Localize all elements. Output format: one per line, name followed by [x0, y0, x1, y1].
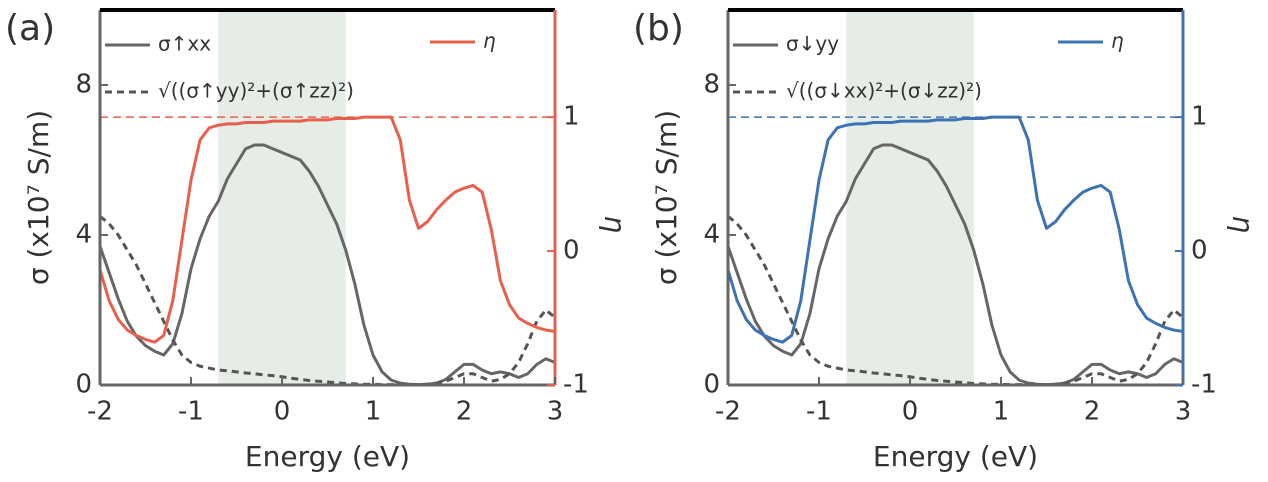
x-tick-label: 0 [274, 397, 291, 427]
x-tick-label: 1 [993, 397, 1010, 427]
y2-tick-label: -1 [563, 370, 589, 400]
legend-label: η [483, 29, 496, 53]
panel-label: (b) [633, 8, 684, 49]
x-axis-label: Energy (eV) [873, 440, 1038, 473]
x-axis-label: Energy (eV) [245, 440, 410, 473]
x-tick-label: 3 [1175, 397, 1192, 427]
y2-tick-label: 0 [1191, 236, 1208, 266]
x-tick-label: 3 [547, 397, 564, 427]
y-axis-label: σ (x10⁷ S/m) [650, 110, 683, 285]
x-tick-label: -1 [806, 397, 832, 427]
x-tick-label: -2 [87, 397, 113, 427]
series-line [98, 115, 556, 344]
series-line [98, 143, 556, 387]
y-tick-label: 4 [703, 220, 720, 250]
y-tick-label: 4 [75, 220, 92, 250]
y-tick-label: 8 [75, 70, 92, 100]
shaded-region [218, 10, 346, 385]
legend-label: √((σ↑yy)²+(σ↑zz)²) [158, 79, 354, 103]
x-tick-label: 1 [365, 397, 382, 427]
legend-label: η [1111, 29, 1124, 53]
x-tick-label: 2 [456, 397, 473, 427]
legend-label: σ↓yy [786, 32, 839, 56]
panel-label: (a) [5, 8, 55, 49]
series-line [99, 215, 556, 387]
y-tick-label: 8 [703, 70, 720, 100]
y2-tick-label: 1 [563, 102, 580, 132]
y2-tick-label: -1 [1191, 370, 1217, 400]
legend-label: σ↑xx [158, 32, 211, 56]
y-axis-label: σ (x10⁷ S/m) [22, 110, 55, 285]
series-line [726, 143, 1184, 387]
x-tick-label: -2 [715, 397, 741, 427]
legend-label: √((σ↓xx)²+(σ↓zz)²) [786, 79, 982, 103]
y-tick-label: 0 [703, 370, 720, 400]
y2-axis-label: η [598, 215, 631, 233]
series-line [727, 215, 1184, 387]
y2-axis-label: η [1226, 215, 1259, 233]
y2-tick-label: 1 [1191, 102, 1208, 132]
y2-tick-label: 0 [563, 236, 580, 266]
x-tick-label: 0 [902, 397, 919, 427]
y-tick-label: 0 [75, 370, 92, 400]
series-line [726, 115, 1184, 344]
x-tick-label: 2 [1084, 397, 1101, 427]
x-tick-label: -1 [178, 397, 204, 427]
shaded-region [846, 10, 974, 385]
